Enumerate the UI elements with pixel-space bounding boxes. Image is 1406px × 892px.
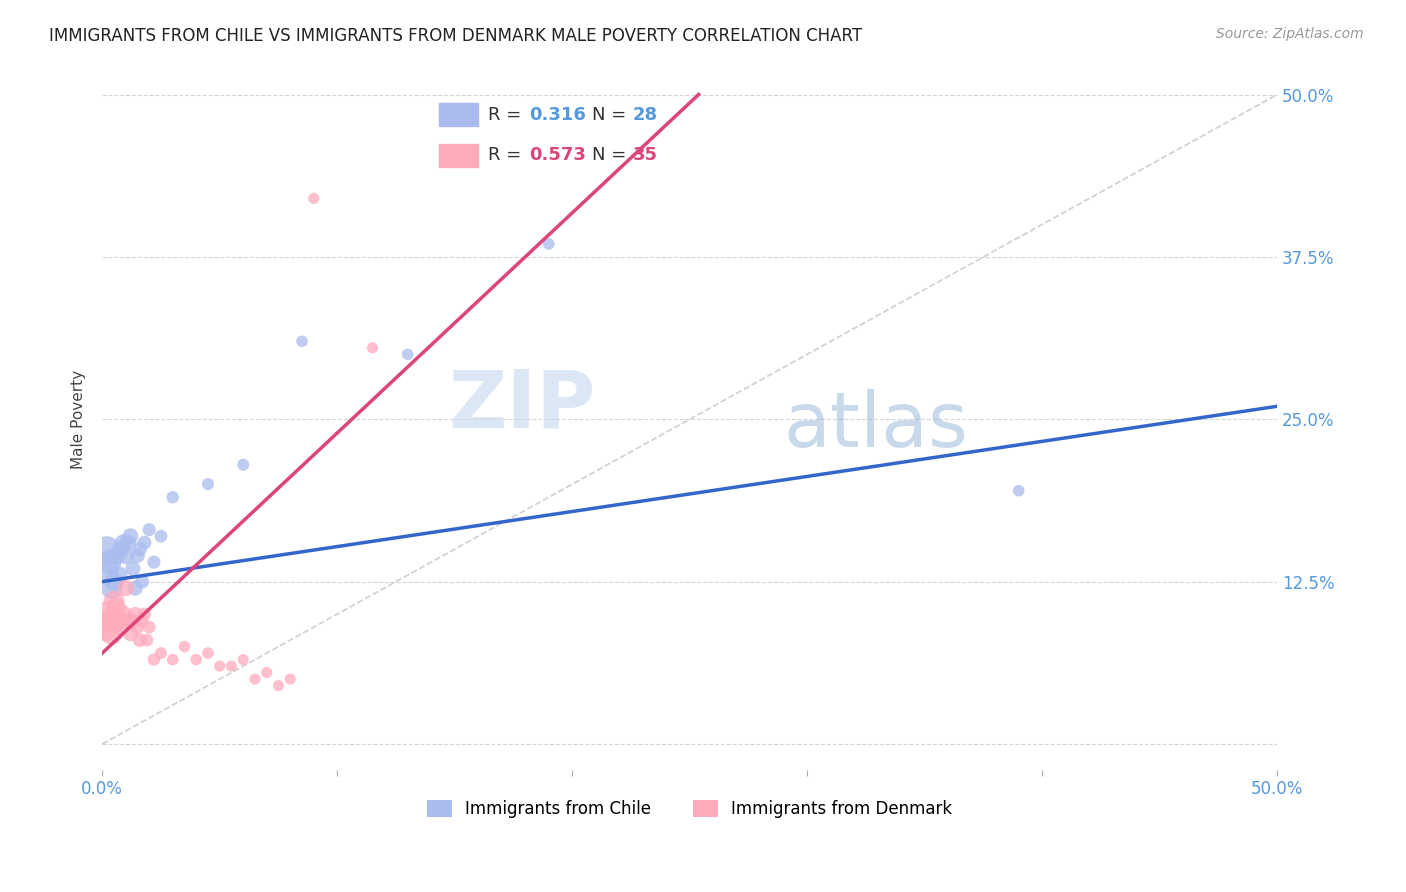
Point bbox=[197, 477, 219, 491]
Point bbox=[100, 581, 122, 595]
Point bbox=[117, 535, 139, 549]
Point bbox=[100, 626, 122, 640]
Point bbox=[110, 542, 132, 557]
Point bbox=[110, 620, 132, 634]
Y-axis label: Male Poverty: Male Poverty bbox=[72, 369, 86, 469]
Point bbox=[124, 607, 146, 621]
Point bbox=[149, 529, 172, 543]
Point bbox=[232, 652, 254, 666]
Text: atlas: atlas bbox=[783, 389, 969, 463]
Point bbox=[186, 652, 208, 666]
Point bbox=[103, 594, 125, 608]
Point bbox=[232, 458, 254, 472]
Point bbox=[98, 614, 121, 628]
Point bbox=[537, 236, 560, 251]
Point bbox=[112, 607, 135, 621]
Point bbox=[278, 672, 301, 686]
Point bbox=[107, 568, 129, 582]
Point bbox=[162, 652, 184, 666]
Point bbox=[208, 659, 231, 673]
Point bbox=[105, 549, 128, 563]
Point bbox=[173, 640, 195, 654]
Point bbox=[103, 574, 125, 589]
Text: ZIP: ZIP bbox=[449, 367, 596, 444]
Point bbox=[107, 614, 129, 628]
Point bbox=[131, 574, 153, 589]
Text: IMMIGRANTS FROM CHILE VS IMMIGRANTS FROM DENMARK MALE POVERTY CORRELATION CHART: IMMIGRANTS FROM CHILE VS IMMIGRANTS FROM… bbox=[49, 27, 862, 45]
Point bbox=[361, 341, 384, 355]
Point bbox=[98, 555, 121, 569]
Point bbox=[134, 607, 156, 621]
Point bbox=[127, 620, 149, 634]
Point bbox=[120, 529, 142, 543]
Point bbox=[96, 607, 118, 621]
Point bbox=[138, 620, 160, 634]
Point bbox=[121, 561, 143, 575]
Point bbox=[120, 626, 142, 640]
Point bbox=[134, 535, 156, 549]
Legend: Immigrants from Chile, Immigrants from Denmark: Immigrants from Chile, Immigrants from D… bbox=[420, 793, 959, 825]
Point bbox=[105, 600, 128, 615]
Point bbox=[256, 665, 278, 680]
Point bbox=[142, 652, 165, 666]
Point bbox=[291, 334, 314, 349]
Point bbox=[135, 633, 157, 648]
Point bbox=[93, 561, 115, 575]
Point bbox=[93, 620, 115, 634]
Point bbox=[131, 614, 153, 628]
Point bbox=[1008, 483, 1031, 498]
Point bbox=[124, 581, 146, 595]
Point bbox=[142, 555, 165, 569]
Point bbox=[221, 659, 243, 673]
Point bbox=[112, 535, 135, 549]
Point bbox=[396, 347, 419, 361]
Point bbox=[243, 672, 266, 686]
Point bbox=[114, 581, 136, 595]
Point bbox=[197, 646, 219, 660]
Point bbox=[121, 614, 143, 628]
Point bbox=[128, 542, 150, 557]
Point bbox=[128, 633, 150, 648]
Point bbox=[267, 679, 290, 693]
Point bbox=[127, 549, 149, 563]
Point bbox=[162, 490, 184, 504]
Point bbox=[114, 549, 136, 563]
Point bbox=[149, 646, 172, 660]
Point bbox=[96, 542, 118, 557]
Text: Source: ZipAtlas.com: Source: ZipAtlas.com bbox=[1216, 27, 1364, 41]
Point bbox=[138, 523, 160, 537]
Point bbox=[117, 614, 139, 628]
Point bbox=[302, 191, 325, 205]
